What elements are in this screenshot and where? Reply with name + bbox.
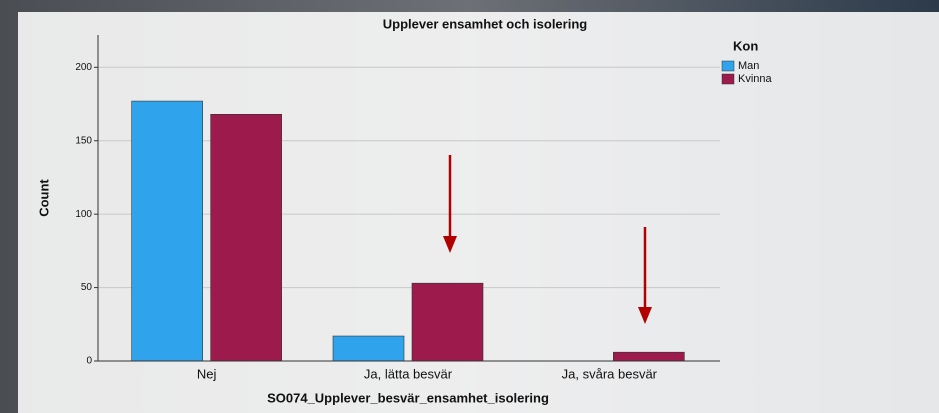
x-tick-label: Nej bbox=[197, 366, 217, 381]
x-tick-label: Ja, svåra besvär bbox=[562, 366, 658, 381]
x-axis-label: SO074_Upplever_besvär_ensamhet_isolering bbox=[267, 390, 549, 405]
y-tick-label: 50 bbox=[81, 282, 93, 293]
chart: Upplever ensamhet och isolering Count SO… bbox=[0, 0, 939, 413]
bar bbox=[333, 336, 404, 361]
legend-label: Man bbox=[738, 60, 759, 72]
y-tick-label: 100 bbox=[75, 209, 92, 220]
bar bbox=[412, 283, 483, 361]
bar bbox=[211, 114, 282, 361]
page: {"chart_data": {"type": "bar", "title": … bbox=[0, 0, 939, 413]
legend-swatch bbox=[722, 61, 734, 71]
y-axis-label: Count bbox=[36, 179, 51, 217]
x-tick-label: Ja, lätta besvär bbox=[364, 366, 453, 381]
legend-swatch bbox=[722, 74, 734, 84]
legend-title: Kon bbox=[733, 38, 758, 53]
legend-label: Kvinna bbox=[738, 73, 773, 85]
y-tick-label: 0 bbox=[86, 356, 92, 367]
y-tick-label: 150 bbox=[75, 135, 92, 146]
bar bbox=[613, 352, 684, 361]
bar bbox=[132, 101, 203, 361]
y-tick-label: 200 bbox=[75, 62, 92, 73]
chart-title: Upplever ensamhet och isolering bbox=[383, 16, 588, 31]
